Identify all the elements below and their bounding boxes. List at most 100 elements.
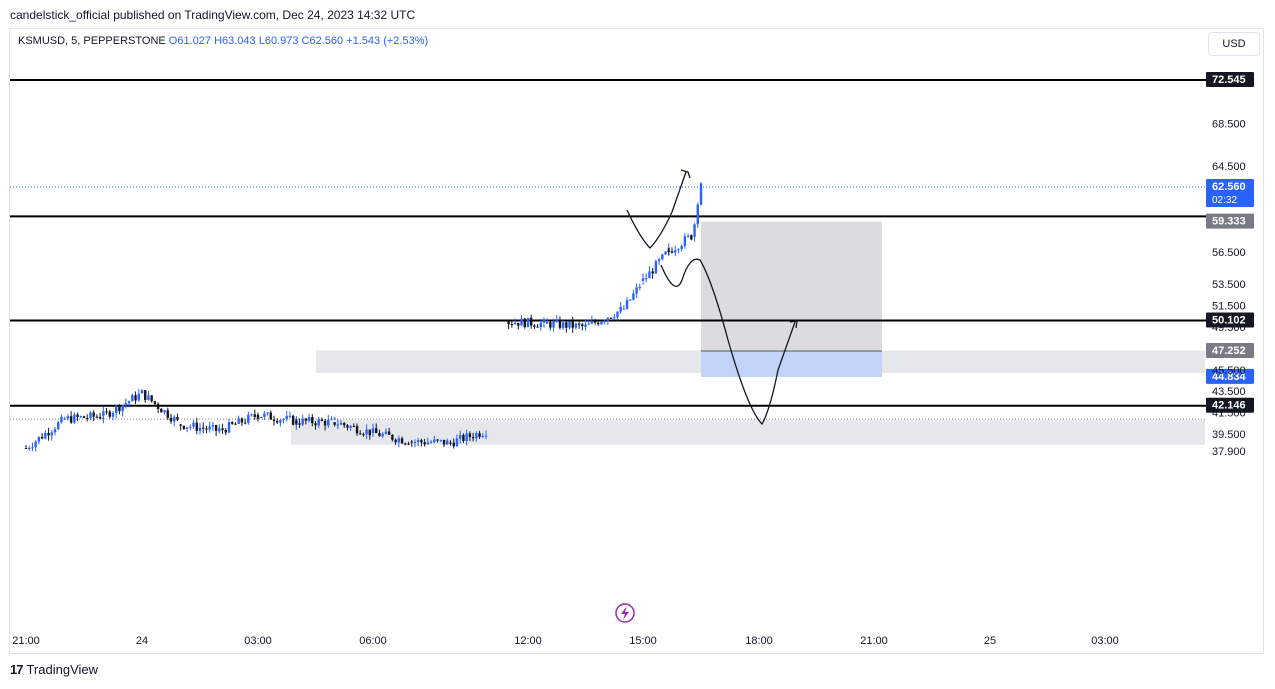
candle-body [616,311,619,318]
candle-body [465,433,468,441]
price-tag [1206,312,1254,328]
candle-body [462,434,465,441]
legend-change: +1.543 (+2.53%) [346,35,429,47]
candle-body [269,412,272,420]
candle-body [539,322,542,328]
tradingview-footer[interactable]: ⁠17 TradingView [10,662,98,677]
candle-body [57,422,60,430]
candle-body [131,395,134,402]
candle-body [121,405,124,412]
candle-body [670,251,674,253]
candle-body [50,432,53,436]
candle-body [481,435,484,437]
projection-up-path [626,171,687,249]
candle-body [89,412,92,419]
candle-body [102,411,105,416]
flash-icon[interactable] [615,603,635,623]
candle-body [677,249,680,251]
candle-body [47,432,50,436]
candle-body [651,271,654,274]
currency-button[interactable]: USD [1208,32,1260,56]
candle-body [449,442,452,444]
stop-box [701,351,882,377]
footer-brand: TradingView [26,662,99,677]
candle-body [555,320,558,322]
candle-body [359,433,362,435]
candle-body [343,422,346,426]
candle-body [111,412,115,417]
candle-body [529,317,533,326]
candle-body [240,418,244,423]
author-name[interactable]: candelstick_official [10,8,110,22]
candle-body [690,235,693,237]
symbol-label[interactable]: KSMUSD, 5, PEPPERSTONE [18,35,166,47]
candle-body [330,418,333,420]
candle-body [24,448,28,450]
candle-body [410,441,413,443]
candle-body [654,261,658,274]
candle-body [147,395,150,400]
candle-body [192,422,195,427]
candle-body [365,429,368,435]
candle-body [208,426,211,430]
x-tick-label: 25 [984,635,996,647]
candle-body [468,433,472,438]
price-tag [1206,368,1254,384]
candle-body [452,442,455,447]
x-tick-label: 03:00 [1091,635,1119,647]
candle-body [118,406,121,412]
candle-body [693,224,696,237]
candle-body [333,422,336,425]
x-tick-label: 03:00 [244,635,272,647]
candle-body [311,417,314,424]
candle-body [699,183,703,205]
candle-body [625,300,629,309]
candle-body [250,414,253,416]
candle-body [381,433,384,437]
price-tag [1206,343,1254,359]
candle-body [565,322,568,328]
candle-body [458,434,462,439]
candle-body [31,447,34,449]
candle-body [108,411,111,417]
candle-body [189,426,192,428]
candle-body [420,440,423,443]
candle-body [638,286,642,288]
candle-body [641,278,645,281]
candle-body [275,421,279,423]
price-tag [1206,213,1254,229]
candle-body [603,321,606,323]
candle-body [436,439,439,441]
candle-body [404,443,407,445]
candle-body [664,251,667,255]
candle-body [95,416,99,418]
candle-body [53,429,57,433]
x-tick-label: 18:00 [745,635,773,647]
candle-body [182,425,186,429]
candle-body [446,440,449,445]
candle-body [243,422,247,424]
candle-body [619,306,622,312]
candle-body [600,321,603,325]
candle-body [211,425,215,427]
candle-body [520,318,523,326]
candle-body [127,401,131,404]
candle-body [34,441,37,448]
candle-body [674,250,677,253]
chart-frame [9,28,1264,654]
legend-open: O61.027 [168,35,211,47]
candle-body [577,323,581,325]
candle-body [632,293,635,300]
candle-body [368,429,372,436]
candle-body [153,401,157,404]
candle-body [179,424,182,426]
price-tag-label: 72.545 [1212,74,1246,86]
candle-body [400,438,404,444]
countdown-label: 02:32 [1212,195,1237,206]
price-tag-label: 44.834 [1212,371,1247,383]
candle-body [333,418,336,420]
candle-body [413,442,417,444]
candle-body [613,317,616,319]
y-tick-label: 37.900 [1212,446,1246,458]
